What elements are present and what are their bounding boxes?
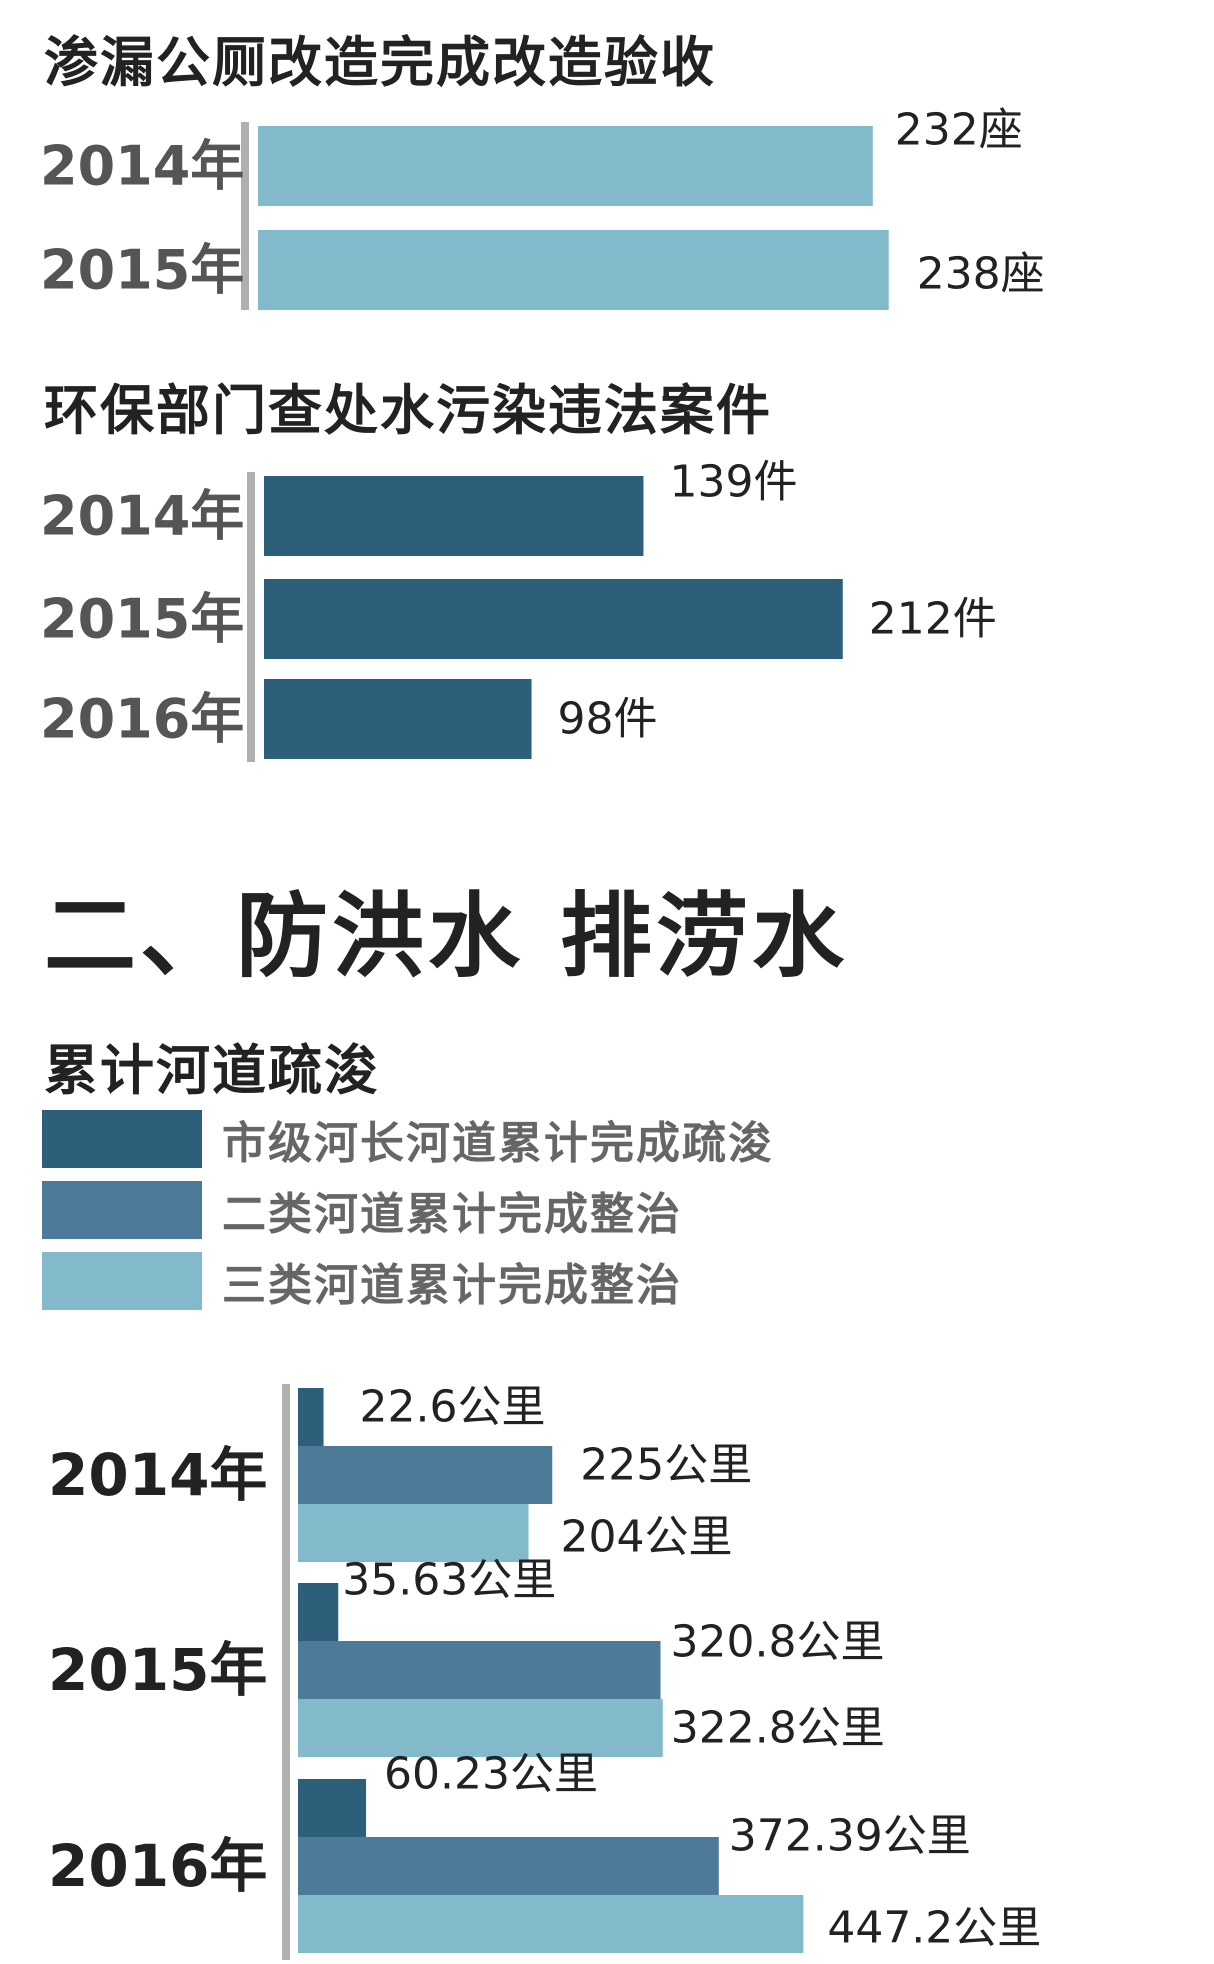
bar-2016年	[264, 679, 532, 759]
data-label: 98件	[558, 694, 658, 745]
category-label: 2015年	[48, 1636, 267, 1704]
data-label: 204公里	[561, 1512, 733, 1563]
legend-label: 二类河道累计完成整治	[222, 1189, 682, 1240]
bar-2014年	[264, 476, 644, 556]
category-label: 2016年	[48, 1832, 267, 1900]
legend-item-class2-river: 二类河道累计完成整治	[42, 1179, 774, 1241]
legend-label: 三类河道累计完成整治	[222, 1260, 682, 1311]
data-label: 60.23公里	[384, 1749, 598, 1800]
legend-swatch-dark	[42, 1110, 202, 1168]
legend-swatch-light	[42, 1252, 202, 1310]
bar-2015年	[258, 230, 889, 310]
data-label: 322.8公里	[671, 1703, 885, 1754]
data-label: 212件	[869, 594, 997, 645]
bar-2015年-series-0	[298, 1583, 339, 1641]
bar-2014年-series-1	[298, 1446, 553, 1504]
bar-2015年-series-1	[298, 1641, 661, 1699]
legend-label: 市级河长河道累计完成疏浚	[222, 1118, 774, 1169]
legend: 市级河长河道累计完成疏浚 二类河道累计完成整治 三类河道累计完成整治	[42, 1108, 774, 1321]
data-label: 232座	[895, 105, 1023, 156]
bar-2014年	[258, 126, 873, 206]
bar-2016年-series-2	[298, 1895, 804, 1953]
chart-title-toilets: 渗漏公厕改造完成改造验收	[44, 31, 716, 94]
category-label: 2014年	[40, 485, 244, 548]
legend-item-class3-river: 三类河道累计完成整治	[42, 1250, 774, 1312]
bar-2015年-series-2	[298, 1699, 663, 1757]
bar-2016年-series-1	[298, 1837, 719, 1895]
data-label: 372.39公里	[729, 1811, 971, 1862]
chart-title-dredging: 累计河道疏浚	[44, 1039, 380, 1102]
data-label: 238座	[917, 249, 1045, 300]
bar-2015年	[264, 579, 843, 659]
section-title: 二、防洪水 排涝水	[44, 883, 849, 990]
category-label: 2015年	[40, 239, 244, 302]
category-label: 2014年	[40, 135, 244, 198]
bar-2014年-series-0	[298, 1388, 324, 1446]
category-label: 2016年	[40, 688, 244, 751]
chart-title-pollution-cases: 环保部门查处水污染违法案件	[44, 379, 772, 442]
category-label: 2015年	[40, 588, 244, 651]
category-label: 2014年	[48, 1441, 267, 1509]
legend-item-city-river: 市级河长河道累计完成疏浚	[42, 1108, 774, 1170]
data-label: 225公里	[580, 1440, 752, 1491]
data-label: 320.8公里	[671, 1617, 885, 1668]
data-label: 35.63公里	[342, 1555, 556, 1606]
data-label: 139件	[669, 457, 797, 508]
bar-2014年-series-2	[298, 1504, 529, 1562]
data-label: 22.6公里	[360, 1382, 546, 1433]
data-label: 447.2公里	[827, 1903, 1041, 1954]
bar-2016年-series-0	[298, 1779, 367, 1837]
legend-swatch-mid	[42, 1181, 202, 1239]
